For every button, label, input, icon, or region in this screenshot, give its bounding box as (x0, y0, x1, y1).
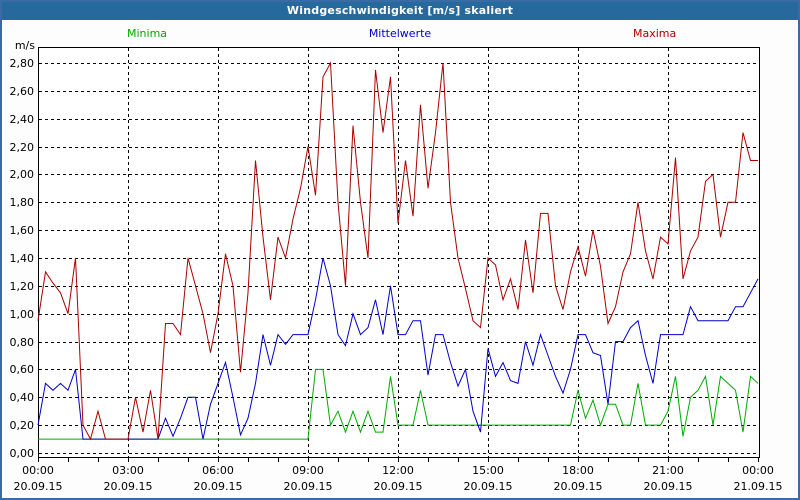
x-tick-date: 20.09.15 (104, 480, 153, 493)
svg-text:1,40: 1,40 (10, 252, 35, 265)
svg-text:2,20: 2,20 (10, 141, 35, 154)
svg-text:1,60: 1,60 (10, 224, 35, 237)
x-tick-date: 20.09.15 (464, 480, 513, 493)
grid-lines (39, 48, 759, 457)
x-tick-date: 20.09.15 (284, 480, 333, 493)
svg-text:2,40: 2,40 (10, 113, 35, 126)
x-tick-time: 09:00 (292, 464, 324, 477)
svg-text:0,20: 0,20 (10, 419, 35, 432)
x-tick-date: 20.09.15 (374, 480, 423, 493)
legend-minima-label: Minima (127, 27, 168, 40)
x-axis-ticks (38, 458, 759, 462)
x-tick-date: 20.09.15 (194, 480, 243, 493)
x-tick-time: 03:00 (112, 464, 144, 477)
window-title: Windgeschwindigkeit [m/s] skaliert (286, 4, 514, 17)
x-tick-time: 18:00 (562, 464, 594, 477)
svg-text:1,80: 1,80 (10, 196, 35, 209)
x-tick-date: 20.09.15 (644, 480, 693, 493)
y-axis-labels: 0,00 0,20 0,40 0,60 0,80 1,00 1,20 1,40 1,60 1,80… (10, 57, 35, 460)
plot-frame (38, 47, 760, 458)
svg-text:2,80: 2,80 (10, 57, 35, 70)
svg-text:2,60: 2,60 (10, 85, 35, 98)
x-tick-time: 00:00 (742, 464, 774, 477)
y-axis-unit-label: m/s (14, 39, 35, 52)
svg-text:2,00: 2,00 (10, 168, 35, 181)
x-tick-date: 20.09.15 (14, 480, 63, 493)
x-axis-labels: 00:00 20.09.15 03:00 20.09.15 06:00 20.09.15 0… (14, 464, 783, 493)
x-tick-time: 21:00 (652, 464, 684, 477)
x-tick-time: 12:00 (382, 464, 414, 477)
svg-text:0,00: 0,00 (10, 447, 35, 460)
x-tick-time: 15:00 (472, 464, 504, 477)
x-tick-date: 21.09.15 (734, 480, 783, 493)
legend-maxima-label: Maxima (633, 27, 677, 40)
x-tick-time: 06:00 (202, 464, 234, 477)
x-tick-time: 00:00 (22, 464, 54, 477)
svg-text:1,20: 1,20 (10, 280, 35, 293)
svg-text:1,00: 1,00 (10, 308, 35, 321)
series-line-maxima (37, 61, 758, 441)
svg-text:0,40: 0,40 (10, 391, 35, 404)
svg-text:0,80: 0,80 (10, 336, 35, 349)
svg-text:0,60: 0,60 (10, 363, 35, 376)
legend-mittelwerte-label: Mittelwerte (368, 27, 432, 40)
x-tick-date: 20.09.15 (554, 480, 603, 493)
window-title-bar: Windgeschwindigkeit [m/s] skaliert (2, 2, 798, 20)
